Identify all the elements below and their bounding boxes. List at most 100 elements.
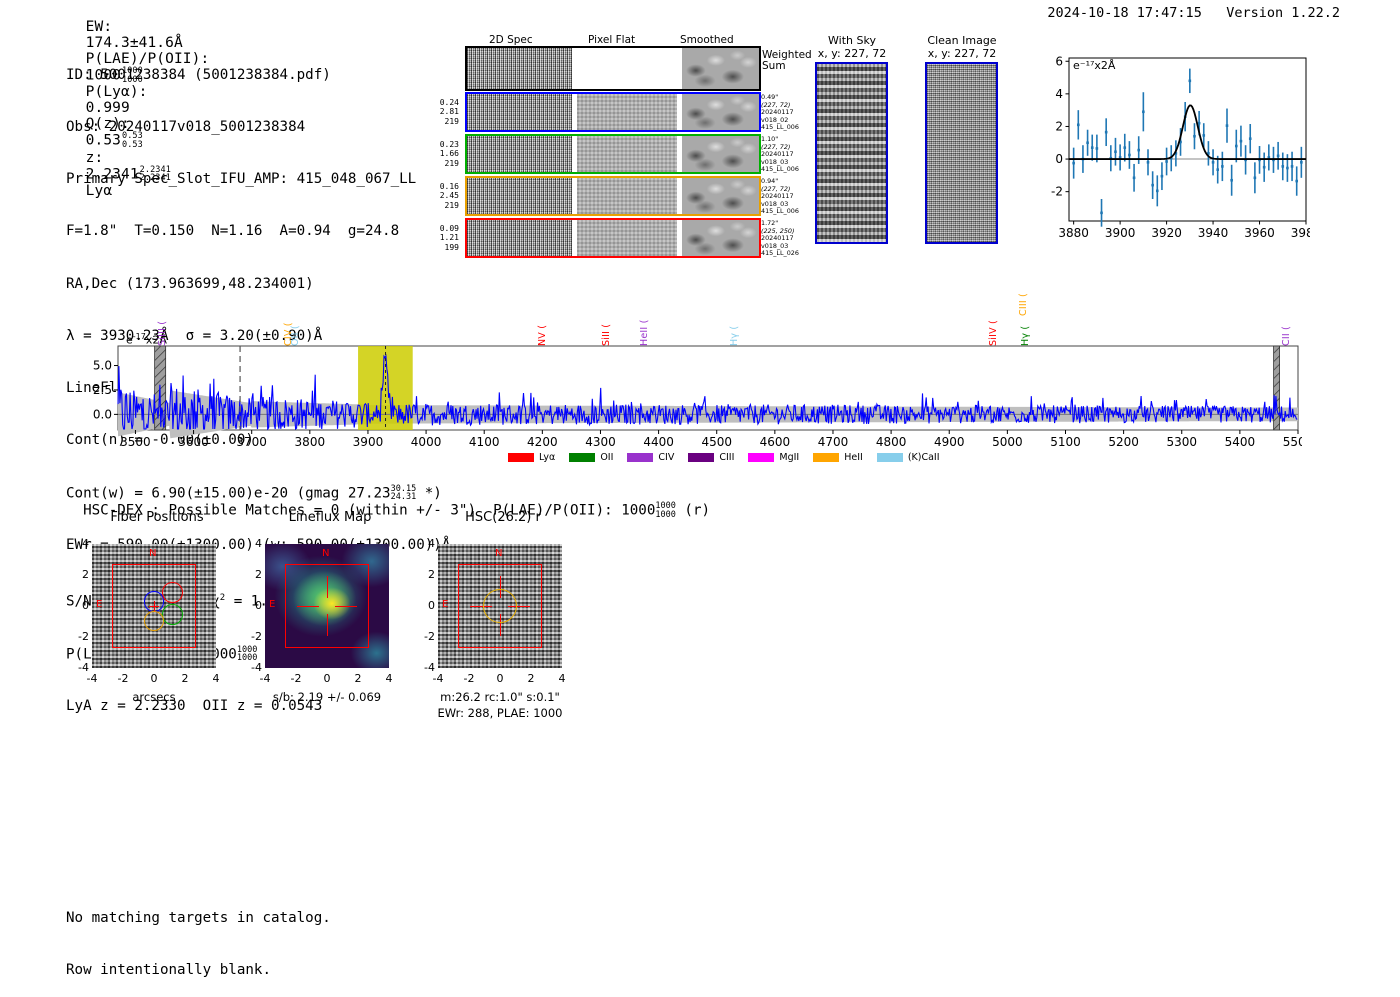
plae-label: P(LAE)/P(OII): (85, 51, 210, 67)
axis-tick-y: 0 (82, 599, 89, 612)
twod-spectra-panel: 2D Spec Pixel Flat Smoothed Weighted Sum (425, 34, 812, 249)
cutout-image (925, 62, 998, 244)
spectrum-line-label: SiIII ( (156, 320, 168, 346)
spectrum-line-label: Hγ ( (729, 325, 741, 346)
svg-text:3900: 3900 (1105, 226, 1136, 240)
twod-spec-row (465, 218, 761, 258)
twod-row-left-labels: 0.23 1.66 219 (425, 140, 459, 168)
twod-row-right-label: 20240117 (761, 150, 794, 159)
twod-row-left-label: 0.24 (439, 98, 459, 107)
axis-tick-x: -4 (86, 672, 98, 685)
smoothed-image (682, 94, 759, 130)
info-lambda: λ = 3930.23Å σ = 3.20(±0.90)Å (66, 327, 323, 344)
hscdex-panel: Fiber Positions N E -4 -2 0 2 4 4 2 0 -2 -4 arcsecs (72, 510, 242, 715)
svg-text:5000: 5000 (992, 435, 1023, 449)
legend-entry: MgII (748, 452, 799, 463)
axis-tick-x: 2 (354, 672, 362, 685)
twod-spec-image (467, 178, 572, 214)
twod-spec-row (465, 46, 761, 91)
axis-tick-y: 2 (255, 568, 262, 581)
qz-bounds: 0.53 0.53 (122, 131, 143, 150)
svg-text:3880: 3880 (1058, 226, 1089, 240)
compass-east-label: E (96, 599, 103, 610)
plya-label: P(Lyα): (85, 84, 148, 101)
svg-text:3960: 3960 (1244, 226, 1275, 240)
panel-title: Lineflux Map (288, 510, 372, 525)
axis-tick-y: 4 (428, 537, 435, 550)
twod-row-right-label: v018_03 (761, 157, 789, 166)
pixel-flat-image (577, 94, 677, 130)
twod-row-right-label: v018_03 (761, 241, 789, 250)
axis-tick-x: -2 (463, 672, 475, 685)
twod-row-left-label: 199 (444, 242, 459, 252)
axis-tick-y: -4 (424, 661, 435, 674)
twod-row-right-label: 20240117 (761, 192, 794, 201)
twod-row-left-label: 1.21 (439, 233, 459, 243)
axis-tick-y: 4 (255, 537, 262, 550)
axis-tick-y: 4 (82, 537, 89, 550)
legend-swatch (508, 453, 534, 462)
legend-label: Lyα (539, 452, 556, 463)
spectrum-line-label: CIII ( (1018, 293, 1030, 316)
gmag-bounds: 30.15 24.31 (390, 483, 417, 503)
hscdex-panel: HSC(26.2) r N E -4 -2 0 2 4 4 2 0 -2 -4 m:26.2 rc:1.0… (418, 510, 588, 720)
spectrum-units-annotation: e-17x2Å (126, 332, 167, 347)
compass-east-label: E (269, 599, 276, 610)
spectrum-line-label: SiIV ( (987, 320, 999, 346)
center-cross-top (326, 576, 328, 598)
spectrum-line-label: NV ( (537, 324, 549, 346)
svg-text:4100: 4100 (469, 435, 500, 449)
full-spectrum-chart: 3500 3600 3700 3800 3900 4000 4100 4200 4300 4400… (90, 272, 1313, 452)
cutout-title: Clean Image x, y: 227, 72 (907, 34, 1017, 60)
fiber-aperture-circle (162, 581, 183, 603)
axis-tick-y: 2 (82, 568, 89, 581)
svg-text:4: 4 (1055, 87, 1063, 101)
svg-text:4400: 4400 (643, 435, 674, 449)
info-fwhm: F=1.8" T=0.150 N=1.16 A=0.94 g=24.8 (66, 223, 400, 240)
col-title-2dspec: 2D Spec (489, 34, 533, 46)
info-radec: RA,Dec (173.963699,48.234001) (66, 275, 314, 292)
svg-text:4900: 4900 (934, 435, 965, 449)
twod-row-left-label: 0.23 (439, 140, 459, 149)
svg-text:-2: -2 (1051, 185, 1063, 199)
svg-text:4500: 4500 (701, 435, 732, 449)
center-cross-right (508, 605, 530, 607)
info-cont-w: Cont(w) = 6.90(±15.00)e-20 (gmag 27.23 30… (66, 483, 442, 503)
ew-value: 174.3±41.6Å (85, 35, 183, 51)
twod-row-right-label: 1.10" (761, 135, 779, 143)
axis-tick-x: -2 (290, 672, 302, 685)
svg-text:3700: 3700 (236, 435, 267, 449)
legend-label: HeII (844, 452, 863, 463)
center-cross-bottom (326, 614, 328, 636)
legend-label: (K)CaII (907, 452, 940, 463)
hscdex-panel: Lineflux Map N E -4 -2 0 2 4 4 2 0 -2 -4 s/b: 2.19 +/… (245, 510, 415, 715)
info-obs: Obs: 20240117v018_5001238384 (66, 119, 306, 136)
col-title-smoothed: Smoothed (680, 34, 734, 46)
cutout-title: With Sky x, y: 227, 72 (797, 34, 907, 60)
cutout-title-text: Clean Image (927, 34, 997, 47)
svg-text:5200: 5200 (1108, 435, 1139, 449)
hscdex-header: HSC-DEX : Possible Matches = 0 (within +… (83, 501, 711, 520)
fiber-aperture-circle (162, 603, 183, 625)
cutout-subtitle: x, y: 227, 72 (927, 47, 997, 60)
twod-spec-row (465, 134, 761, 174)
center-cross-top (499, 576, 501, 598)
panel-caption-line2: EWr: 288, PLAE: 1000 (437, 706, 563, 720)
plya-value: 0.999 (85, 100, 130, 117)
twod-row-right-label: 415_LL_006 (761, 207, 799, 216)
legend-entry: OII (569, 452, 613, 463)
axis-tick-x: 2 (527, 672, 535, 685)
twod-row-left-label: 0.16 (439, 182, 459, 191)
twod-row-right-label: 0.49" (761, 93, 779, 101)
twod-row-right-label: 0.94" (761, 177, 779, 185)
twod-row-right-label: 20240117 (761, 108, 794, 117)
axis-tick-x: 0 (150, 672, 158, 685)
info-plae-bounds: 1000 1000 (236, 644, 258, 664)
compass-east-label: E (442, 599, 449, 610)
line-fit-chart: 3880 3900 3920 3940 3960 3980 -2 0 2 4 6 e⁻¹⁷x2Å (1035, 52, 1321, 247)
z-bounds: 2.2341 2.2341 (139, 164, 171, 184)
smoothed-image (682, 48, 759, 89)
axis-tick-y: 0 (428, 599, 435, 612)
svg-text:3920: 3920 (1151, 226, 1182, 240)
